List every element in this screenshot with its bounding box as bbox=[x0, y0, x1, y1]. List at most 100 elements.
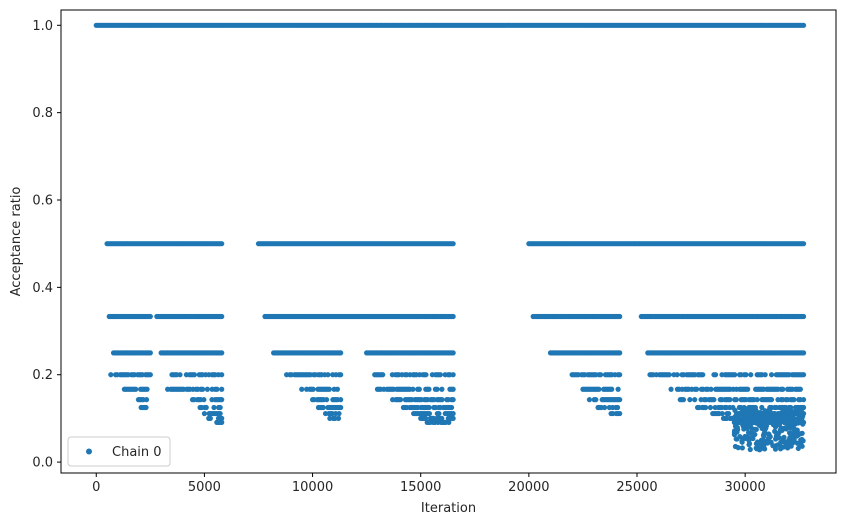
data-point bbox=[797, 386, 803, 392]
data-point bbox=[426, 404, 432, 411]
x-tick-label: 25000 bbox=[616, 480, 657, 495]
data-point bbox=[617, 350, 623, 356]
data-point bbox=[434, 386, 440, 392]
data-point bbox=[380, 372, 386, 378]
data-point bbox=[798, 418, 804, 424]
data-point bbox=[747, 446, 753, 453]
data-point bbox=[726, 410, 732, 417]
data-point bbox=[334, 386, 341, 392]
data-point bbox=[687, 397, 693, 403]
data-point bbox=[780, 407, 786, 414]
data-point bbox=[712, 372, 719, 378]
data-point bbox=[338, 397, 344, 403]
x-tick-label: 20000 bbox=[508, 480, 549, 495]
data-point bbox=[108, 372, 114, 378]
data-point bbox=[203, 404, 209, 411]
data-point bbox=[772, 428, 778, 434]
x-tick-label: 10000 bbox=[292, 480, 333, 495]
x-tick-label: 0 bbox=[92, 480, 100, 495]
data-point bbox=[798, 411, 804, 417]
data-point bbox=[436, 410, 442, 417]
data-point bbox=[219, 241, 225, 247]
data-point bbox=[797, 442, 803, 448]
data-point bbox=[596, 386, 602, 392]
data-point bbox=[734, 424, 740, 431]
data-point bbox=[732, 443, 739, 450]
data-point bbox=[785, 409, 791, 415]
y-tick-label: 0.4 bbox=[32, 281, 53, 296]
data-point bbox=[768, 397, 775, 403]
data-point bbox=[739, 421, 745, 427]
data-point bbox=[219, 386, 225, 392]
data-point bbox=[757, 409, 763, 416]
data-point bbox=[147, 372, 153, 378]
data-point bbox=[219, 350, 225, 356]
data-point bbox=[450, 241, 456, 247]
data-point bbox=[756, 442, 762, 448]
data-point bbox=[762, 408, 768, 414]
data-point bbox=[617, 410, 623, 417]
data-point bbox=[750, 431, 756, 437]
data-point bbox=[745, 386, 751, 392]
data-point bbox=[768, 372, 775, 378]
data-point bbox=[794, 433, 800, 439]
data-point bbox=[674, 372, 680, 378]
data-point bbox=[727, 397, 733, 403]
data-point bbox=[426, 386, 432, 392]
data-point bbox=[769, 417, 775, 423]
data-point bbox=[598, 372, 604, 378]
data-point bbox=[782, 420, 788, 426]
data-point bbox=[755, 419, 762, 425]
data-point bbox=[668, 386, 674, 392]
data-point bbox=[320, 404, 326, 411]
data-point bbox=[450, 313, 456, 320]
data-point bbox=[800, 313, 807, 320]
data-point bbox=[338, 350, 344, 356]
data-point bbox=[708, 386, 714, 392]
data-point bbox=[446, 419, 452, 425]
data-point bbox=[793, 407, 800, 413]
data-point bbox=[732, 372, 738, 378]
data-point bbox=[781, 434, 787, 440]
data-point bbox=[601, 404, 608, 411]
x-tick-label: 5000 bbox=[188, 480, 221, 495]
data-point bbox=[739, 445, 745, 451]
data-point bbox=[747, 423, 753, 429]
data-point bbox=[786, 414, 792, 421]
y-axis-label: Acceptance ratio bbox=[9, 187, 24, 297]
data-point bbox=[617, 397, 623, 403]
data-point bbox=[775, 414, 781, 421]
y-tick-label: 0.2 bbox=[32, 368, 53, 383]
data-point bbox=[788, 404, 794, 411]
data-point bbox=[680, 397, 687, 403]
data-point bbox=[790, 420, 796, 426]
data-point bbox=[800, 372, 807, 378]
data-point bbox=[793, 427, 799, 433]
data-point bbox=[147, 350, 153, 356]
data-point bbox=[397, 397, 404, 403]
data-point bbox=[762, 446, 768, 452]
data-point bbox=[762, 372, 768, 378]
data-point bbox=[786, 438, 792, 444]
y-axis: 0.0 0.2 0.4 0.6 0.8 1.0 bbox=[32, 19, 61, 471]
data-point bbox=[789, 430, 795, 436]
data-point bbox=[144, 386, 150, 392]
data-point bbox=[219, 313, 225, 320]
data-point bbox=[219, 397, 225, 403]
data-point bbox=[737, 434, 743, 440]
data-point bbox=[201, 410, 208, 417]
data-point bbox=[693, 386, 700, 392]
data-point bbox=[759, 404, 765, 411]
data-point bbox=[204, 386, 210, 392]
data-point bbox=[615, 386, 621, 392]
data-point bbox=[791, 397, 797, 403]
legend-box bbox=[67, 436, 171, 467]
data-point bbox=[439, 415, 445, 421]
legend-marker bbox=[86, 448, 92, 455]
data-point bbox=[207, 415, 213, 421]
y-tick-label: 0.6 bbox=[32, 194, 53, 209]
data-point bbox=[799, 436, 805, 443]
data-point bbox=[450, 350, 456, 356]
data-point bbox=[450, 415, 456, 421]
data-point bbox=[800, 22, 807, 28]
